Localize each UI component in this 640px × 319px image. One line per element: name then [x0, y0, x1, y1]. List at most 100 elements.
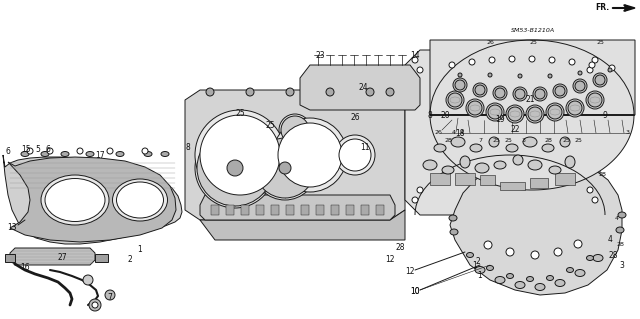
Text: 28: 28	[608, 251, 618, 261]
Ellipse shape	[489, 137, 499, 147]
Circle shape	[513, 87, 527, 101]
Text: 28: 28	[396, 243, 404, 253]
Circle shape	[279, 114, 311, 146]
Ellipse shape	[547, 276, 554, 280]
FancyBboxPatch shape	[376, 205, 384, 215]
Circle shape	[506, 248, 514, 256]
Ellipse shape	[618, 212, 626, 218]
Circle shape	[518, 74, 522, 78]
Circle shape	[555, 86, 565, 96]
FancyBboxPatch shape	[555, 173, 575, 185]
Circle shape	[569, 59, 575, 65]
Ellipse shape	[41, 152, 49, 157]
Text: 15: 15	[21, 145, 31, 153]
Ellipse shape	[560, 137, 570, 147]
Ellipse shape	[470, 144, 482, 152]
Circle shape	[279, 162, 291, 174]
Text: 25: 25	[235, 108, 245, 117]
Circle shape	[488, 105, 502, 119]
FancyBboxPatch shape	[241, 205, 249, 215]
Text: 1: 1	[138, 246, 142, 255]
Circle shape	[468, 101, 482, 115]
FancyBboxPatch shape	[211, 205, 219, 215]
Text: 18: 18	[455, 129, 465, 137]
Ellipse shape	[449, 215, 457, 221]
Text: 16: 16	[20, 263, 30, 272]
Circle shape	[573, 79, 587, 93]
Circle shape	[253, 136, 317, 200]
Text: FR.: FR.	[595, 4, 609, 12]
Circle shape	[47, 148, 53, 154]
Ellipse shape	[116, 152, 124, 157]
Circle shape	[586, 91, 604, 109]
Circle shape	[486, 103, 504, 121]
Circle shape	[453, 78, 467, 92]
Text: 28: 28	[444, 137, 452, 143]
Circle shape	[566, 99, 584, 117]
Ellipse shape	[494, 161, 506, 169]
Ellipse shape	[528, 160, 542, 170]
Circle shape	[506, 105, 524, 123]
Circle shape	[549, 57, 555, 63]
Circle shape	[484, 241, 492, 249]
Ellipse shape	[86, 152, 94, 157]
Ellipse shape	[116, 182, 163, 218]
Circle shape	[89, 299, 101, 311]
Circle shape	[273, 118, 347, 192]
Circle shape	[488, 73, 492, 77]
FancyBboxPatch shape	[430, 173, 450, 185]
Polygon shape	[95, 254, 108, 262]
Circle shape	[574, 240, 582, 248]
Circle shape	[593, 73, 607, 87]
Text: 27: 27	[57, 254, 67, 263]
Circle shape	[255, 138, 315, 198]
Ellipse shape	[450, 229, 458, 235]
Circle shape	[587, 67, 593, 73]
Circle shape	[526, 105, 544, 123]
Circle shape	[417, 187, 423, 193]
Circle shape	[578, 71, 582, 75]
Circle shape	[105, 290, 115, 300]
Circle shape	[335, 135, 375, 175]
Circle shape	[227, 160, 243, 176]
Circle shape	[142, 148, 148, 154]
FancyBboxPatch shape	[331, 205, 339, 215]
Polygon shape	[300, 65, 420, 110]
Text: 14: 14	[410, 50, 420, 60]
Circle shape	[533, 87, 547, 101]
Text: 8: 8	[186, 143, 190, 152]
Circle shape	[92, 302, 98, 308]
Ellipse shape	[41, 175, 109, 225]
Text: 4: 4	[460, 130, 464, 136]
Ellipse shape	[21, 152, 29, 157]
Polygon shape	[10, 248, 95, 265]
Circle shape	[493, 86, 507, 100]
Ellipse shape	[565, 156, 575, 168]
Text: 4: 4	[607, 235, 612, 244]
Circle shape	[83, 275, 93, 285]
Ellipse shape	[475, 163, 489, 173]
Circle shape	[554, 248, 562, 256]
Text: 24: 24	[358, 84, 368, 93]
Text: 22: 22	[510, 125, 520, 135]
Circle shape	[535, 89, 545, 99]
Ellipse shape	[506, 273, 513, 278]
Polygon shape	[8, 157, 176, 242]
Polygon shape	[200, 210, 405, 240]
Ellipse shape	[535, 284, 545, 291]
Text: 5: 5	[36, 145, 40, 153]
FancyBboxPatch shape	[480, 175, 495, 185]
Text: 28: 28	[544, 137, 552, 143]
Ellipse shape	[475, 266, 485, 273]
Circle shape	[455, 80, 465, 90]
Text: 4: 4	[452, 130, 456, 136]
Text: 25: 25	[529, 40, 537, 44]
FancyBboxPatch shape	[256, 205, 264, 215]
Circle shape	[386, 88, 394, 96]
Ellipse shape	[161, 152, 169, 157]
Ellipse shape	[593, 255, 603, 262]
Text: 19: 19	[495, 115, 505, 124]
Text: 12: 12	[385, 256, 395, 264]
Polygon shape	[205, 115, 315, 210]
Circle shape	[448, 93, 462, 107]
